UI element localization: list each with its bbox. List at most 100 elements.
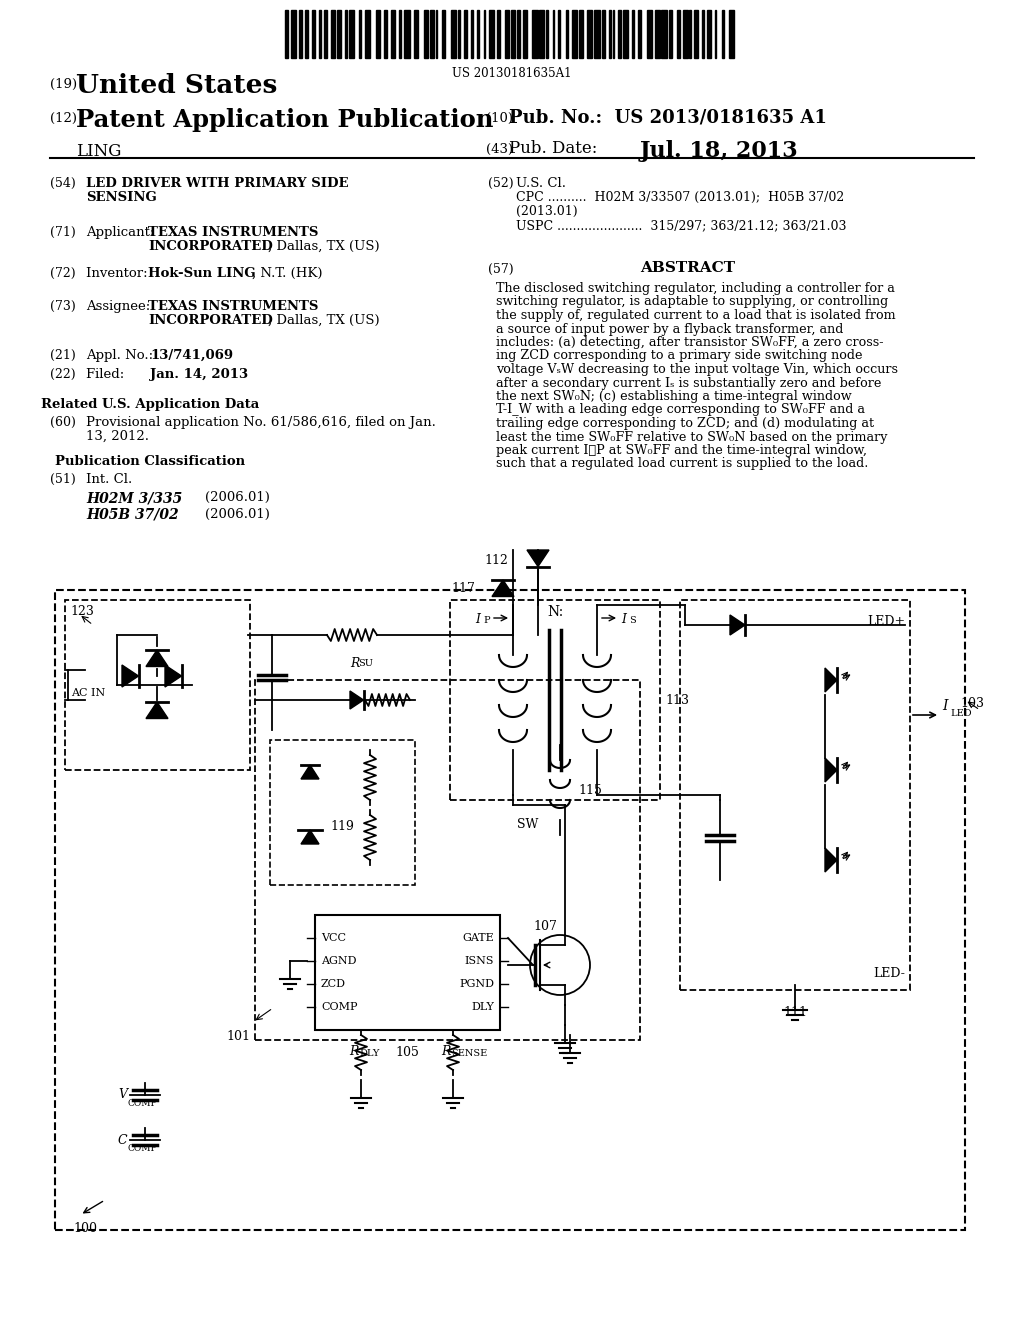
Text: after a secondary current Iₛ is substantially zero and before: after a secondary current Iₛ is substant… <box>496 376 882 389</box>
Polygon shape <box>825 758 837 781</box>
Polygon shape <box>301 766 319 779</box>
Bar <box>683 11 687 58</box>
Text: 13/741,069: 13/741,069 <box>150 348 233 362</box>
Text: 117: 117 <box>452 582 475 594</box>
Bar <box>424 11 428 58</box>
Text: (60): (60) <box>50 416 76 429</box>
Text: the next SW₀N; (c) establishing a time-integral window: the next SW₀N; (c) establishing a time-i… <box>496 389 852 403</box>
Text: 100: 100 <box>73 1222 97 1236</box>
Text: Pub. No.:  US 2013/0181635 A1: Pub. No.: US 2013/0181635 A1 <box>509 110 826 127</box>
Text: V: V <box>118 1089 127 1101</box>
Text: COMP: COMP <box>127 1100 157 1107</box>
Text: Related U.S. Application Data: Related U.S. Application Data <box>41 399 259 411</box>
Text: N:: N: <box>547 605 563 619</box>
Text: I: I <box>475 612 480 626</box>
Polygon shape <box>146 702 168 718</box>
Bar <box>305 11 307 58</box>
Text: COMP: COMP <box>321 1002 357 1012</box>
Polygon shape <box>527 550 549 566</box>
Text: ZCD: ZCD <box>321 979 346 989</box>
Text: (22): (22) <box>50 368 76 381</box>
Bar <box>270 741 415 884</box>
Polygon shape <box>350 690 364 709</box>
Text: (21): (21) <box>50 348 76 362</box>
Text: the supply of, regulated current to a load that is isolated from: the supply of, regulated current to a lo… <box>496 309 896 322</box>
Text: includes: (a) detecting, after transistor SW₀FF, a zero cross-: includes: (a) detecting, after transisto… <box>496 337 884 348</box>
Polygon shape <box>825 847 837 873</box>
Bar <box>399 11 401 58</box>
Bar <box>558 11 560 58</box>
Text: LED-: LED- <box>873 968 905 979</box>
Bar <box>331 11 335 58</box>
Text: H05B 37/02: H05B 37/02 <box>86 508 178 521</box>
Text: (19): (19) <box>50 78 77 91</box>
Text: , N.T. (HK): , N.T. (HK) <box>252 267 323 280</box>
Text: switching regulator, is adaptable to supplying, or controlling: switching regulator, is adaptable to sup… <box>496 296 888 309</box>
Text: GATE: GATE <box>462 933 494 942</box>
Text: USPC ......................  315/297; 363/21.12; 363/21.03: USPC ...................... 315/297; 363… <box>516 219 847 232</box>
Text: (57): (57) <box>488 263 514 276</box>
Text: INCORPORATED: INCORPORATED <box>148 240 272 253</box>
Bar <box>511 11 515 58</box>
Bar <box>315 915 500 1030</box>
Bar <box>532 11 538 58</box>
Text: 123: 123 <box>70 605 94 618</box>
Polygon shape <box>122 665 138 686</box>
Text: (43): (43) <box>486 143 513 156</box>
Text: T-I_W with a leading edge corresponding to SW₀FF and a: T-I_W with a leading edge corresponding … <box>496 404 865 417</box>
Text: 101: 101 <box>226 1030 250 1043</box>
Bar <box>366 11 371 58</box>
Bar <box>483 11 485 58</box>
Polygon shape <box>165 665 181 686</box>
Text: I: I <box>621 612 626 626</box>
Text: Provisional application No. 61/586,616, filed on Jan.: Provisional application No. 61/586,616, … <box>86 416 436 429</box>
Bar <box>547 11 548 58</box>
Text: PGND: PGND <box>459 979 494 989</box>
Text: Assignee:: Assignee: <box>86 300 159 313</box>
Text: H02M 3/335: H02M 3/335 <box>86 491 182 506</box>
Bar <box>693 11 698 58</box>
Bar <box>587 11 592 58</box>
Text: 112: 112 <box>484 554 508 568</box>
Bar <box>602 11 605 58</box>
Bar <box>594 11 600 58</box>
Text: 111: 111 <box>783 1006 807 1019</box>
Text: LED: LED <box>950 709 972 718</box>
Bar <box>579 11 583 58</box>
Text: VCC: VCC <box>321 933 346 942</box>
Bar <box>646 11 652 58</box>
Text: trailing edge corresponding to ZCD; and (d) modulating at: trailing edge corresponding to ZCD; and … <box>496 417 874 430</box>
Text: LED+: LED+ <box>867 615 905 628</box>
Text: (2006.01): (2006.01) <box>205 491 270 504</box>
Text: (12): (12) <box>50 112 77 125</box>
Text: ISNS: ISNS <box>465 956 494 966</box>
Bar <box>540 11 544 58</box>
Text: Appl. No.:: Appl. No.: <box>86 348 158 362</box>
Bar <box>689 11 691 58</box>
Polygon shape <box>730 615 745 635</box>
Text: voltage VₛW decreasing to the input voltage Vin, which occurs: voltage VₛW decreasing to the input volt… <box>496 363 898 376</box>
Bar <box>505 11 509 58</box>
Bar <box>359 11 360 58</box>
Bar <box>662 11 667 58</box>
Bar <box>337 11 341 58</box>
Bar <box>464 11 467 58</box>
Text: S: S <box>629 616 636 624</box>
Text: DLY: DLY <box>471 1002 494 1012</box>
Bar <box>715 11 717 58</box>
Polygon shape <box>146 649 168 667</box>
Bar <box>623 11 629 58</box>
Bar <box>450 601 660 800</box>
Text: , Dallas, TX (US): , Dallas, TX (US) <box>268 240 380 253</box>
Bar <box>728 11 734 58</box>
Bar <box>617 11 622 58</box>
Text: LING: LING <box>76 143 122 160</box>
Text: Patent Application Publication: Patent Application Publication <box>76 108 494 132</box>
Bar <box>571 11 577 58</box>
Text: 13, 2012.: 13, 2012. <box>86 430 150 444</box>
Bar <box>391 11 395 58</box>
Text: Hok-Sun LING: Hok-Sun LING <box>148 267 256 280</box>
Text: I: I <box>942 700 947 713</box>
Bar <box>670 11 672 58</box>
Text: DLY: DLY <box>359 1049 379 1059</box>
